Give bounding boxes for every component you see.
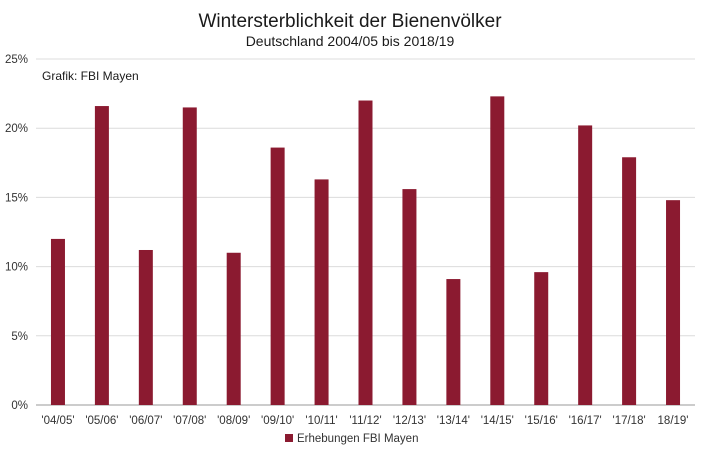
chart-title: Wintersterblichkeit der Bienenvölker: [198, 11, 502, 32]
x-tick-label: '09/10': [261, 415, 294, 427]
bar: [578, 125, 593, 405]
chart-subtitle: Deutschland 2004/05 bis 2018/19: [246, 33, 455, 49]
bar: [446, 279, 461, 405]
bar: [270, 147, 285, 406]
x-tick-label: '04/05': [41, 415, 74, 427]
y-tick-label: 10%: [5, 262, 28, 274]
legend-label: Erhebungen FBI Mayen: [297, 433, 418, 445]
bar: [314, 179, 329, 405]
x-tick-label: '05/06': [85, 415, 118, 427]
bar: [94, 106, 109, 405]
y-axis: 0% 5% 10% 15% 20% 25%: [5, 54, 28, 412]
y-tick-label: 25%: [5, 54, 28, 66]
x-tick-label: '16/17': [569, 415, 602, 427]
bar: [622, 157, 637, 405]
y-tick-label: 0%: [11, 400, 28, 412]
bar: [182, 107, 197, 405]
bar: [402, 189, 417, 405]
x-tick-label: '08/09': [217, 415, 250, 427]
x-tick-label: 18/19': [658, 415, 689, 427]
bar: [226, 252, 241, 405]
bar: [666, 200, 681, 405]
y-tick-label: 20%: [5, 123, 28, 135]
x-tick-label: '12/13': [393, 415, 426, 427]
x-tick-label: '06/07': [129, 415, 162, 427]
x-tick-label: '10/11': [305, 415, 337, 427]
bar: [534, 272, 549, 405]
x-tick-label: '15/16': [525, 415, 558, 427]
bars: [50, 96, 681, 406]
x-tick-label: '17/18': [613, 415, 646, 427]
chart-source-note: Grafik: FBI Mayen: [42, 69, 139, 83]
bar: [138, 249, 153, 405]
bar: [358, 100, 373, 406]
bar: [50, 238, 65, 405]
bar: [490, 96, 505, 406]
x-tick-label: '07/08': [173, 415, 206, 427]
x-tick-label: '14/15': [481, 415, 514, 427]
x-tick-label: '13/14': [437, 415, 470, 427]
legend-swatch: [285, 434, 293, 442]
y-tick-label: 5%: [11, 331, 28, 343]
x-tick-label: '11/12': [349, 415, 381, 427]
legend: Erhebungen FBI Mayen: [285, 433, 418, 445]
x-axis: '04/05' '05/06' '06/07' '07/08' '08/09' '09/1…: [41, 415, 688, 427]
y-tick-label: 15%: [5, 192, 28, 204]
